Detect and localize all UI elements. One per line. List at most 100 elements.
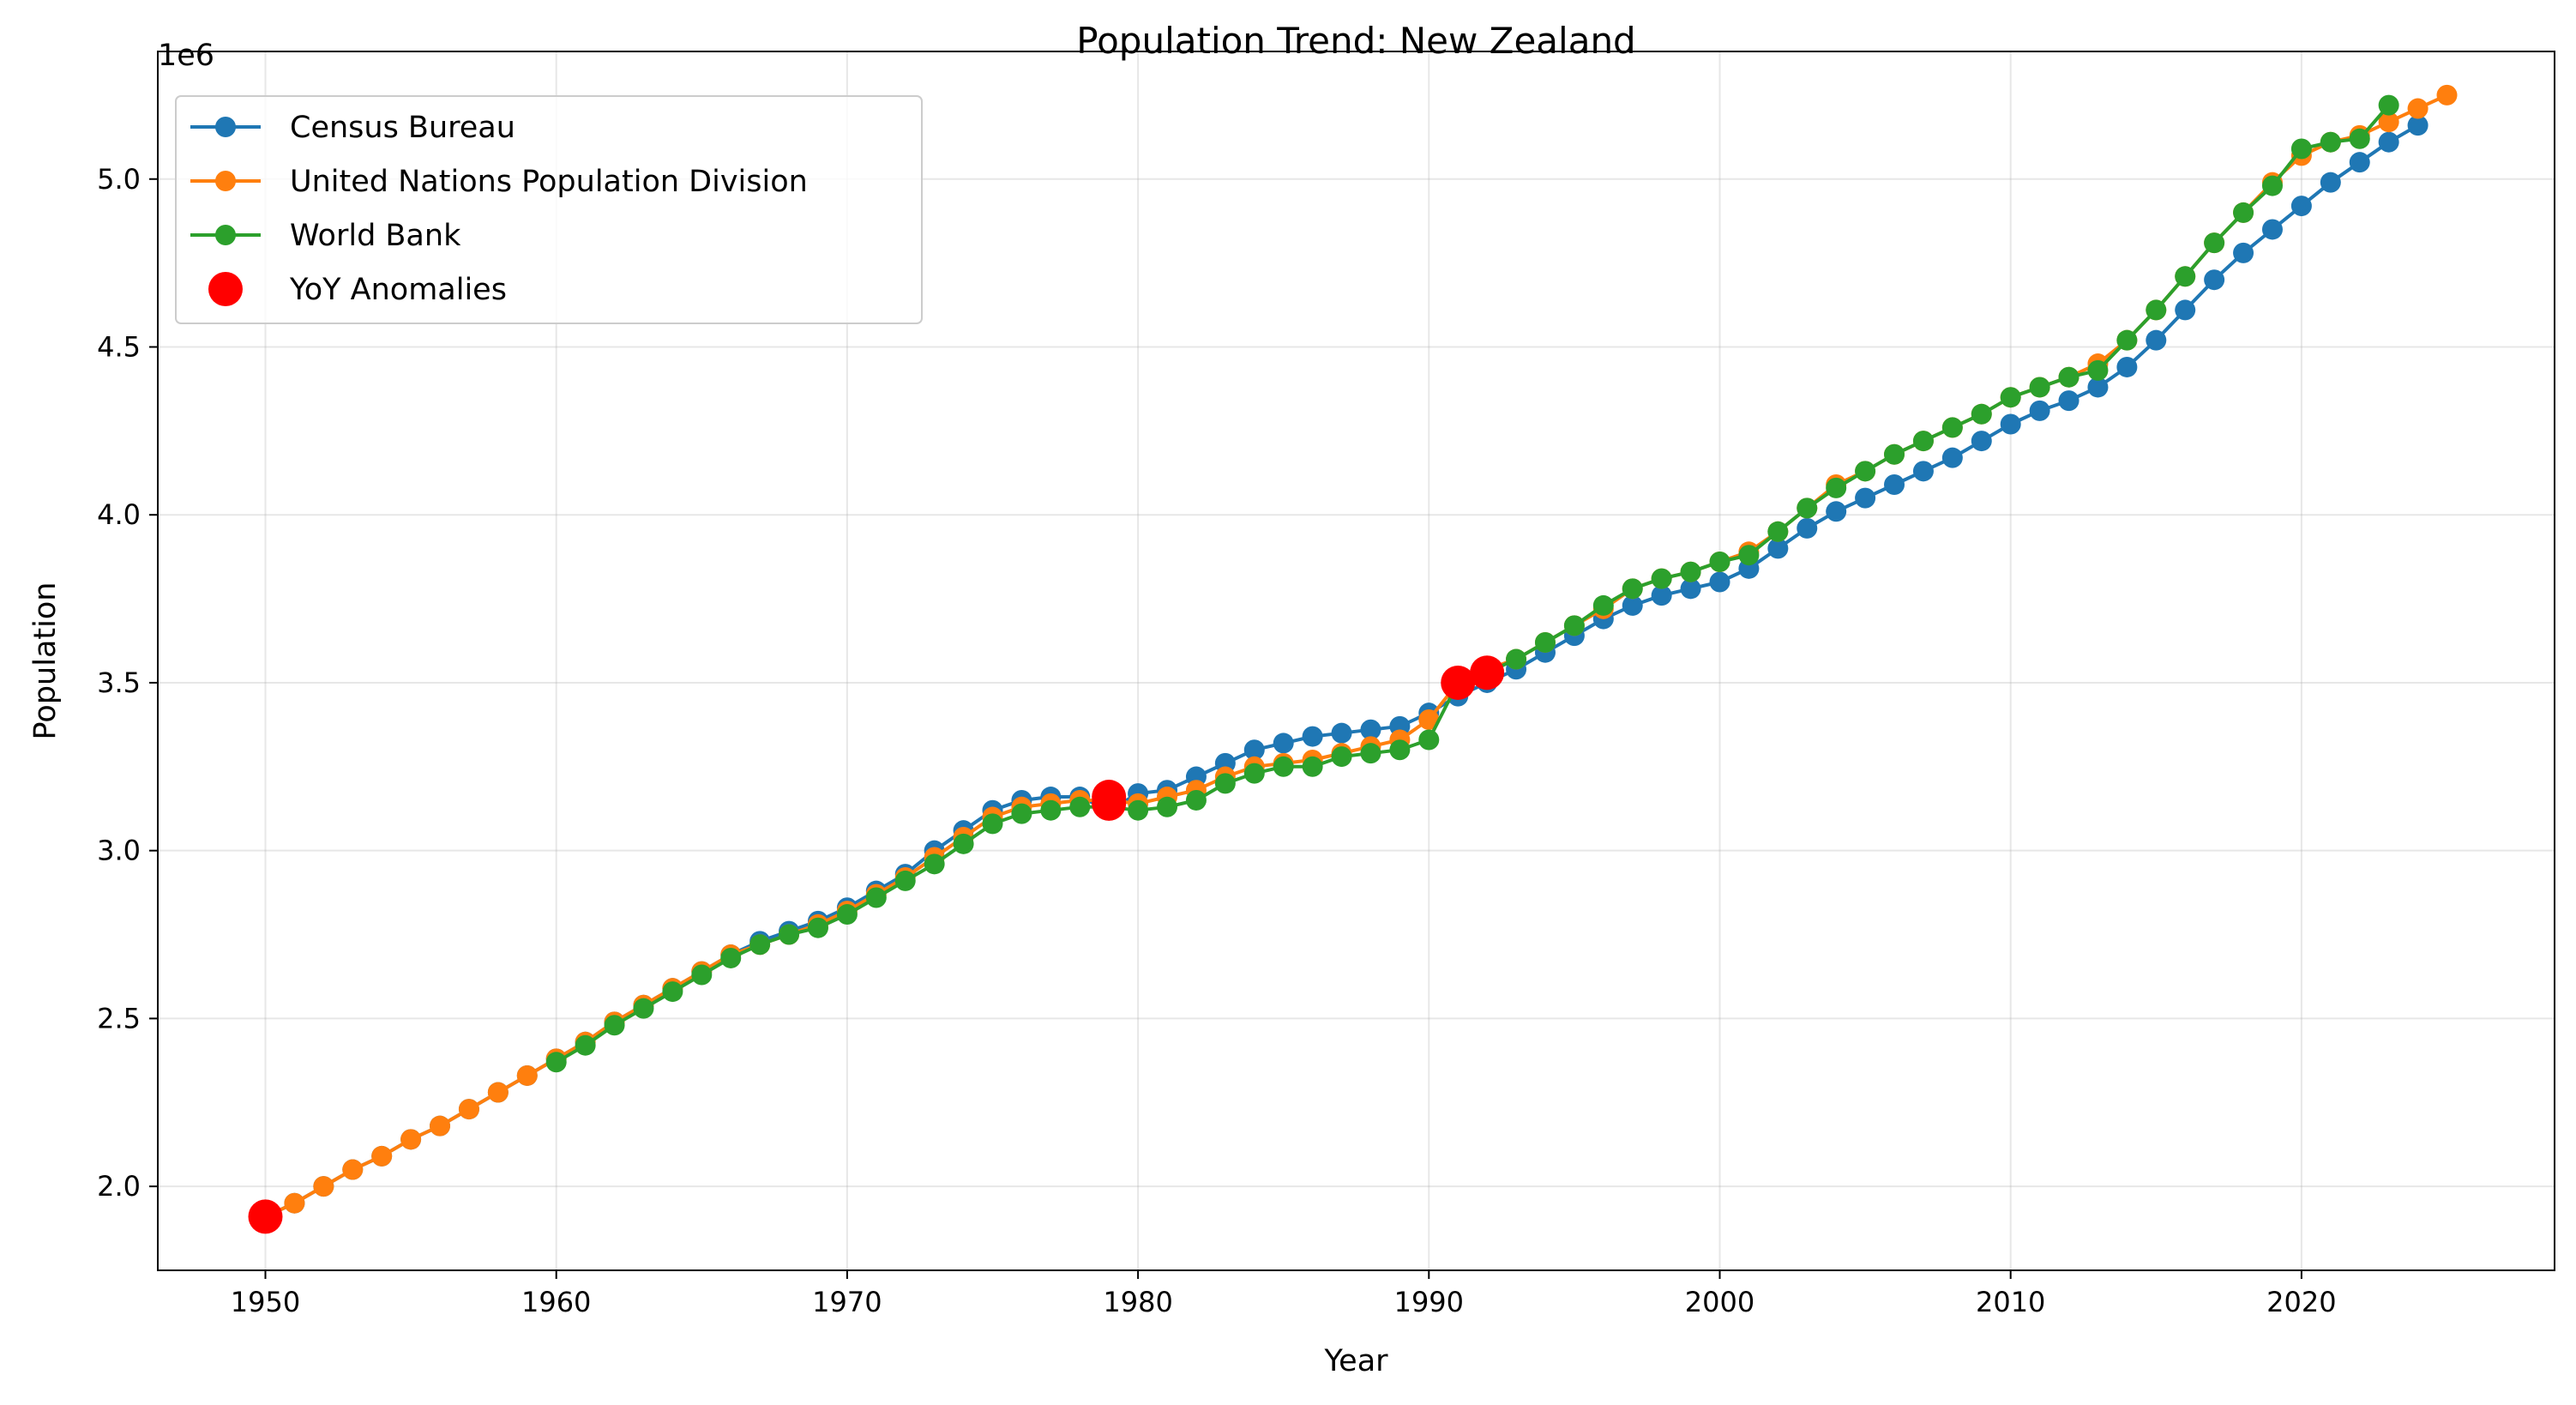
data-point — [2290, 196, 2312, 217]
y-tick-label: 3.0 — [97, 835, 141, 867]
legend-entry-yoy-anomalies: YoY Anomalies — [208, 272, 507, 307]
y-axis-offset-text: 1e6 — [158, 39, 214, 73]
data-point — [1302, 756, 1323, 777]
data-point — [1506, 648, 1527, 670]
data-point — [2378, 112, 2399, 133]
x-tick-label: 1960 — [521, 1286, 591, 1318]
data-point — [2233, 202, 2254, 223]
data-point — [2407, 98, 2429, 119]
data-point — [2058, 390, 2079, 412]
data-point — [1826, 501, 1847, 522]
data-point — [487, 1082, 509, 1103]
legend-entry-census-bureau: Census Bureau — [190, 111, 515, 145]
data-point — [807, 917, 828, 938]
x-tick-label: 2020 — [2266, 1286, 2336, 1318]
legend: Census Bureau United Nations Population D… — [175, 95, 923, 324]
data-point — [865, 887, 887, 908]
data-point — [2378, 94, 2399, 116]
data-point — [894, 870, 916, 891]
data-point — [1767, 538, 1789, 559]
data-point — [836, 904, 858, 926]
data-point — [2204, 232, 2225, 254]
data-point — [1797, 497, 1818, 519]
data-point — [430, 1115, 451, 1137]
y-tick-label: 2.0 — [97, 1170, 141, 1203]
x-tick-label: 1950 — [231, 1286, 300, 1318]
data-point — [1331, 746, 1352, 768]
data-point — [1855, 461, 1876, 482]
data-point — [2407, 115, 2429, 136]
data-point — [1912, 461, 1934, 482]
anomaly-point — [1092, 786, 1127, 821]
data-point — [2146, 299, 2167, 321]
legend-label: YoY Anomalies — [289, 273, 507, 307]
data-point — [2261, 219, 2283, 240]
data-point — [1622, 594, 1643, 616]
data-point — [1389, 739, 1411, 761]
data-point — [2436, 84, 2458, 106]
data-point — [691, 964, 713, 986]
data-point — [1709, 552, 1730, 573]
data-point — [1680, 578, 1701, 600]
data-point — [1157, 796, 1178, 817]
data-point — [1884, 473, 1905, 495]
data-point — [1331, 722, 1352, 744]
legend-marker — [215, 171, 236, 191]
data-point — [1941, 447, 1963, 468]
data-point — [1418, 709, 1440, 731]
data-point — [1069, 796, 1091, 817]
series-yoy-anomalies — [248, 655, 1505, 1234]
x-tick-label: 2000 — [1685, 1286, 1754, 1318]
data-point — [1971, 403, 1992, 425]
data-point — [575, 1034, 596, 1056]
anomaly-point — [248, 1199, 283, 1234]
plot-frame — [157, 51, 2555, 1271]
x-tick-label: 1980 — [1103, 1286, 1172, 1318]
legend-label: World Bank — [290, 219, 461, 253]
data-point — [1767, 521, 1789, 542]
x-axis-title: Year — [1323, 1344, 1388, 1378]
anomaly-point — [1441, 665, 1476, 700]
data-point — [2087, 359, 2109, 381]
data-point — [1273, 756, 1294, 777]
data-point — [1302, 726, 1323, 747]
x-tick-label: 1970 — [812, 1286, 882, 1318]
data-point — [720, 947, 742, 968]
data-point — [1040, 799, 1062, 821]
data-point — [662, 981, 683, 1003]
y-tick-label: 5.0 — [97, 163, 141, 196]
y-tick-label: 3.5 — [97, 666, 141, 699]
data-point — [2349, 128, 2370, 149]
anomaly-point — [1470, 655, 1505, 690]
legend-marker — [215, 117, 236, 137]
data-point — [313, 1176, 334, 1197]
data-point — [749, 934, 771, 956]
ticks: 1950 1960 1970 1980 1990 2000 2010 2020 2.0 2.5 3.… — [97, 163, 2337, 1318]
data-point — [1884, 443, 1905, 465]
data-point — [2175, 266, 2196, 287]
y-tick-label: 4.5 — [97, 330, 141, 363]
data-point — [2290, 138, 2312, 160]
data-point — [1709, 571, 1730, 593]
data-point — [1738, 545, 1760, 566]
data-point — [1971, 431, 1992, 452]
data-point — [2320, 131, 2341, 153]
data-point — [2116, 356, 2138, 377]
data-point — [1418, 729, 1440, 751]
data-point — [924, 853, 945, 875]
legend-entry-united-nations-population-division: United Nations Population Division — [190, 165, 808, 199]
data-point — [516, 1064, 538, 1086]
data-point — [1855, 487, 1876, 509]
data-point — [1214, 773, 1236, 794]
data-point — [1011, 803, 1032, 824]
data-point — [1912, 431, 1934, 452]
data-point — [1360, 743, 1381, 764]
data-point — [545, 1052, 567, 1073]
data-point — [2029, 400, 2050, 421]
y-axis-title: Population — [28, 582, 63, 740]
data-point — [1826, 477, 1847, 498]
data-point — [1941, 417, 1963, 438]
data-point — [1185, 789, 1207, 811]
data-point — [2233, 242, 2254, 263]
data-point — [953, 833, 974, 854]
